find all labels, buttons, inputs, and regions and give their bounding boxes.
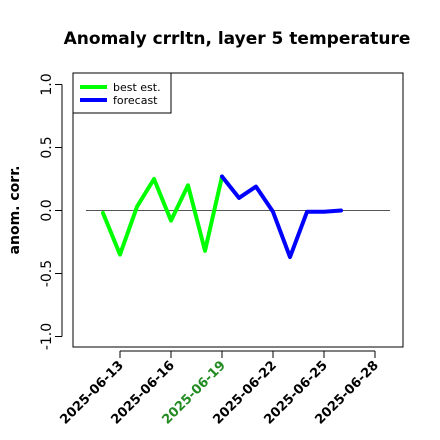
y-axis: -1.0 -0.5 0.0 0.5 1.0 (39, 73, 63, 350)
legend-box (72, 72, 172, 114)
series-line-forecast (220, 174, 343, 260)
y-tick-label: 0.5 (39, 136, 55, 158)
x-axis: 2025-06-132025-06-162025-06-192025-06-22… (57, 350, 382, 428)
series-layer (101, 174, 343, 260)
legend-label: forecast (113, 94, 158, 107)
legend-label: best est. (113, 81, 161, 94)
y-tick-label: -0.5 (39, 260, 55, 287)
y-tick-label: 0.0 (39, 199, 55, 221)
chart-title: Anomaly crrltn, layer 5 temperature (64, 29, 411, 49)
plot-frame (72, 72, 404, 348)
y-tick-label: 1.0 (39, 73, 55, 95)
y-tick-label: -1.0 (39, 323, 55, 350)
legend: best est.forecast (72, 72, 172, 114)
y-axis-label: anom. corr. (7, 166, 23, 255)
series-line-best-est (101, 174, 224, 257)
